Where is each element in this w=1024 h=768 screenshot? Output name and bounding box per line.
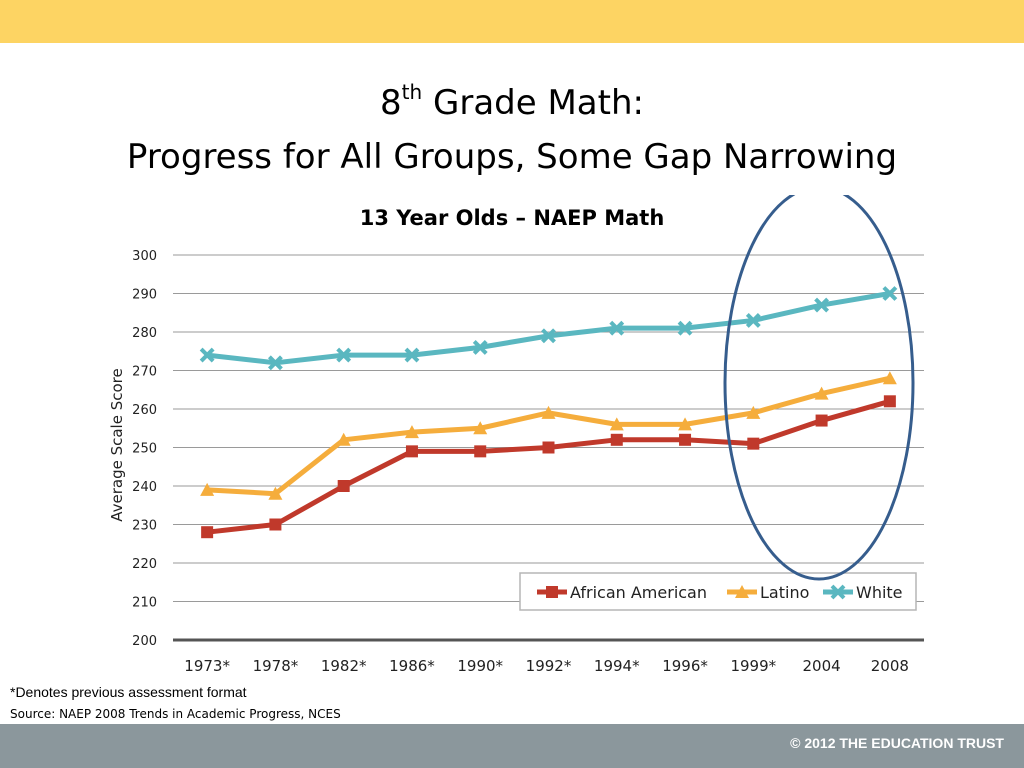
- data-point: [609, 320, 625, 336]
- data-point: [269, 518, 282, 531]
- y-tick-label: 200: [132, 634, 157, 649]
- y-tick-label: 260: [132, 403, 157, 418]
- x-tick-label: 1992*: [526, 657, 572, 675]
- x-tick-label: 1978*: [253, 657, 299, 675]
- footnote: *Denotes previous assessment format: [10, 684, 247, 700]
- data-point: [883, 395, 896, 408]
- slide-title: 8th Grade Math: Progress for All Groups,…: [0, 76, 1024, 184]
- y-tick-label: 250: [132, 442, 157, 457]
- data-point: [677, 320, 693, 336]
- data-point: [472, 339, 488, 355]
- source-note: Source: NAEP 2008 Trends in Academic Pro…: [10, 707, 341, 721]
- data-point: [473, 421, 488, 435]
- data-point: [610, 433, 623, 446]
- x-tick-label: 1986*: [389, 657, 435, 675]
- tick-labels: 200 210 220 230 240 250 260 270 280 290 300 1973* 19…: [132, 249, 909, 675]
- data-point: [814, 386, 829, 400]
- legend-label: African American: [570, 583, 707, 602]
- x-tick-label: 1999*: [730, 657, 776, 675]
- data-point: [201, 526, 214, 539]
- y-tick-label: 290: [132, 288, 157, 303]
- data-point: [474, 445, 487, 458]
- data-point: [199, 347, 215, 363]
- data-point: [337, 480, 350, 492]
- data-point: [267, 355, 283, 371]
- title-superscript: th: [401, 80, 423, 104]
- x-tick-label: 1973*: [184, 657, 230, 675]
- line-chart: 13 Year Olds – NAEP Math Average Scale S…: [108, 195, 924, 675]
- data-point: [882, 286, 898, 301]
- y-tick-label: 210: [132, 596, 157, 611]
- data-point: [746, 405, 761, 419]
- legend-marker: [735, 585, 749, 598]
- data-point: [336, 432, 351, 446]
- data-point: [541, 328, 556, 344]
- x-tick-label: 1994*: [594, 657, 640, 675]
- series-line-2: [206, 291, 891, 366]
- y-tick-label: 270: [132, 365, 157, 380]
- legend-marker: [830, 584, 846, 600]
- slide-title-line1: 8th Grade Math:: [0, 76, 1024, 130]
- highlight-ellipse: [723, 195, 915, 581]
- x-tick-label: 1990*: [457, 657, 503, 675]
- y-axis-label: Average Scale Score: [108, 368, 126, 522]
- data-point: [679, 433, 692, 446]
- data-point: [678, 417, 693, 431]
- legend-label: Latino: [760, 583, 809, 602]
- data-point: [541, 405, 556, 419]
- series-markers: [199, 286, 898, 539]
- chart-title: 13 Year Olds – NAEP Math: [360, 206, 665, 230]
- data-point: [814, 297, 830, 313]
- data-point: [745, 313, 761, 328]
- data-point: [268, 486, 283, 500]
- x-tick-label: 2008: [871, 657, 909, 675]
- y-tick-label: 220: [132, 557, 157, 572]
- legend-label: White: [856, 583, 903, 602]
- data-point: [815, 414, 828, 427]
- series-line-1: [206, 375, 891, 497]
- bottom-footer-bar: © 2012 THE EDUCATION TRUST: [0, 724, 1024, 768]
- y-tick-label: 280: [132, 326, 157, 341]
- data-point: [609, 417, 624, 431]
- data-point: [405, 445, 418, 458]
- title-grade-text: Grade Math:: [422, 83, 644, 123]
- x-tick-label: 1996*: [662, 657, 708, 675]
- slide-title-line2: Progress for All Groups, Some Gap Narrow…: [126, 137, 898, 177]
- data-point: [404, 425, 419, 439]
- data-point: [747, 437, 760, 450]
- title-grade-number: 8: [380, 83, 402, 123]
- data-point: [542, 441, 555, 454]
- data-point: [200, 482, 215, 496]
- x-tick-label: 2004: [802, 657, 840, 675]
- top-accent-bar: [0, 0, 1024, 43]
- copyright-text: © 2012 THE EDUCATION TRUST: [790, 735, 1004, 751]
- x-tick-label: 1982*: [321, 657, 367, 675]
- y-tick-label: 240: [132, 480, 157, 495]
- y-tick-label: 300: [132, 249, 157, 264]
- y-tick-label: 230: [132, 519, 157, 534]
- data-point: [404, 347, 420, 363]
- legend-marker: [546, 586, 558, 598]
- data-point: [882, 371, 897, 385]
- legend: African American Latino White: [519, 572, 917, 611]
- data-point: [336, 347, 352, 363]
